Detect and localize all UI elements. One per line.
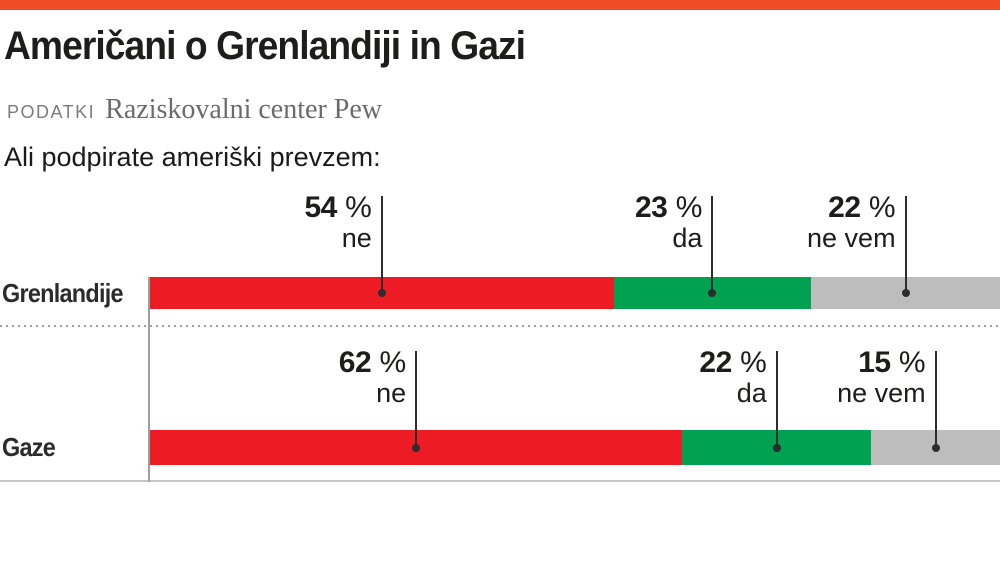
callout-label-da: 22 % da — [699, 347, 766, 408]
callout-dot — [772, 443, 781, 452]
row-divider-dotted-line — [0, 325, 1000, 327]
callout-value: 15 % — [858, 346, 926, 379]
callout-leader-line — [934, 351, 937, 448]
callout-dot — [708, 289, 717, 297]
source-row: PODATKI Raziskovalni center Pew — [7, 94, 382, 126]
accent-bar — [0, 0, 1000, 10]
callout-value: 22 % — [828, 191, 896, 224]
source-label: PODATKI — [7, 102, 96, 122]
callout-category: ne — [341, 223, 372, 253]
callout-category: ne vem — [807, 223, 896, 253]
page-title: Američani o Grenlandiji in Gazi — [4, 24, 526, 68]
callout-category: ne — [376, 378, 407, 408]
callout-dot — [412, 443, 421, 452]
row-label-grenlandije: Grenlandije — [2, 278, 124, 308]
callout-value: 23 % — [634, 191, 703, 224]
callout-dot — [901, 289, 910, 297]
callout-value: 54 % — [304, 191, 372, 224]
chart-question: Ali podpirate ameriški prevzem: — [4, 142, 381, 172]
stacked-bar-gaze — [150, 430, 1000, 465]
callout-category: da — [736, 378, 767, 408]
callout-dot — [377, 289, 386, 297]
source-name: Raziskovalni center Pew — [105, 94, 382, 125]
callout-value: 62 % — [338, 346, 407, 379]
chart-bottom-line — [0, 480, 1000, 482]
callout-category: da — [672, 223, 703, 253]
callout-leader-line — [775, 351, 778, 448]
callout-label-da: 23 % da — [635, 192, 702, 253]
row-label-gaze: Gaze — [2, 432, 56, 462]
callout-leader-line — [711, 196, 714, 293]
callout-dot — [931, 443, 940, 452]
callout-leader-line — [415, 351, 418, 448]
callout-label-ne-vem: 22 % ne vem — [807, 192, 896, 253]
callout-value: 22 % — [699, 346, 767, 379]
callout-label-ne: 62 % ne — [339, 347, 406, 408]
stacked-bar-grenlandije — [150, 277, 1000, 309]
callout-label-ne-vem: 15 % ne vem — [837, 347, 926, 408]
chart-axis-line — [148, 277, 150, 482]
callout-leader-line — [904, 196, 907, 293]
callout-label-ne: 54 % ne — [304, 192, 371, 253]
callout-leader-line — [380, 196, 383, 293]
callout-category: ne vem — [837, 378, 926, 408]
